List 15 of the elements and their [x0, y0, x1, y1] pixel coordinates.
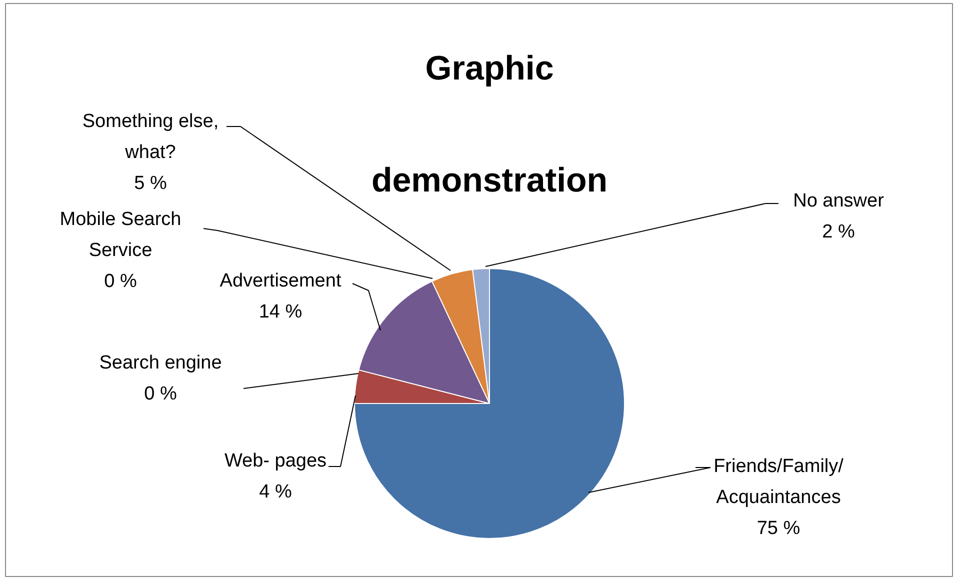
slice-label: Friends/Family/ Acquaintances — [714, 456, 844, 508]
slice-label: No answer — [793, 190, 885, 212]
slice-label: Advertisement — [220, 270, 342, 292]
data-label: 4 % — [259, 482, 292, 502]
data-label: 14 % — [258, 302, 302, 322]
slice-label: Web- pages — [224, 450, 327, 472]
chart-title: Graphic demonstration — [371, 50, 608, 200]
category-label: Search engine — [99, 352, 222, 374]
text: 0 % — [144, 384, 177, 404]
data-label: 5 % — [134, 173, 167, 194]
data-label: 2 % — [822, 222, 855, 242]
category-label: Mobile Search Service — [60, 209, 182, 261]
slice-label: Something else, what? — [82, 111, 219, 163]
data-label: 75 % — [756, 518, 800, 539]
text: 0 % — [104, 271, 137, 292]
